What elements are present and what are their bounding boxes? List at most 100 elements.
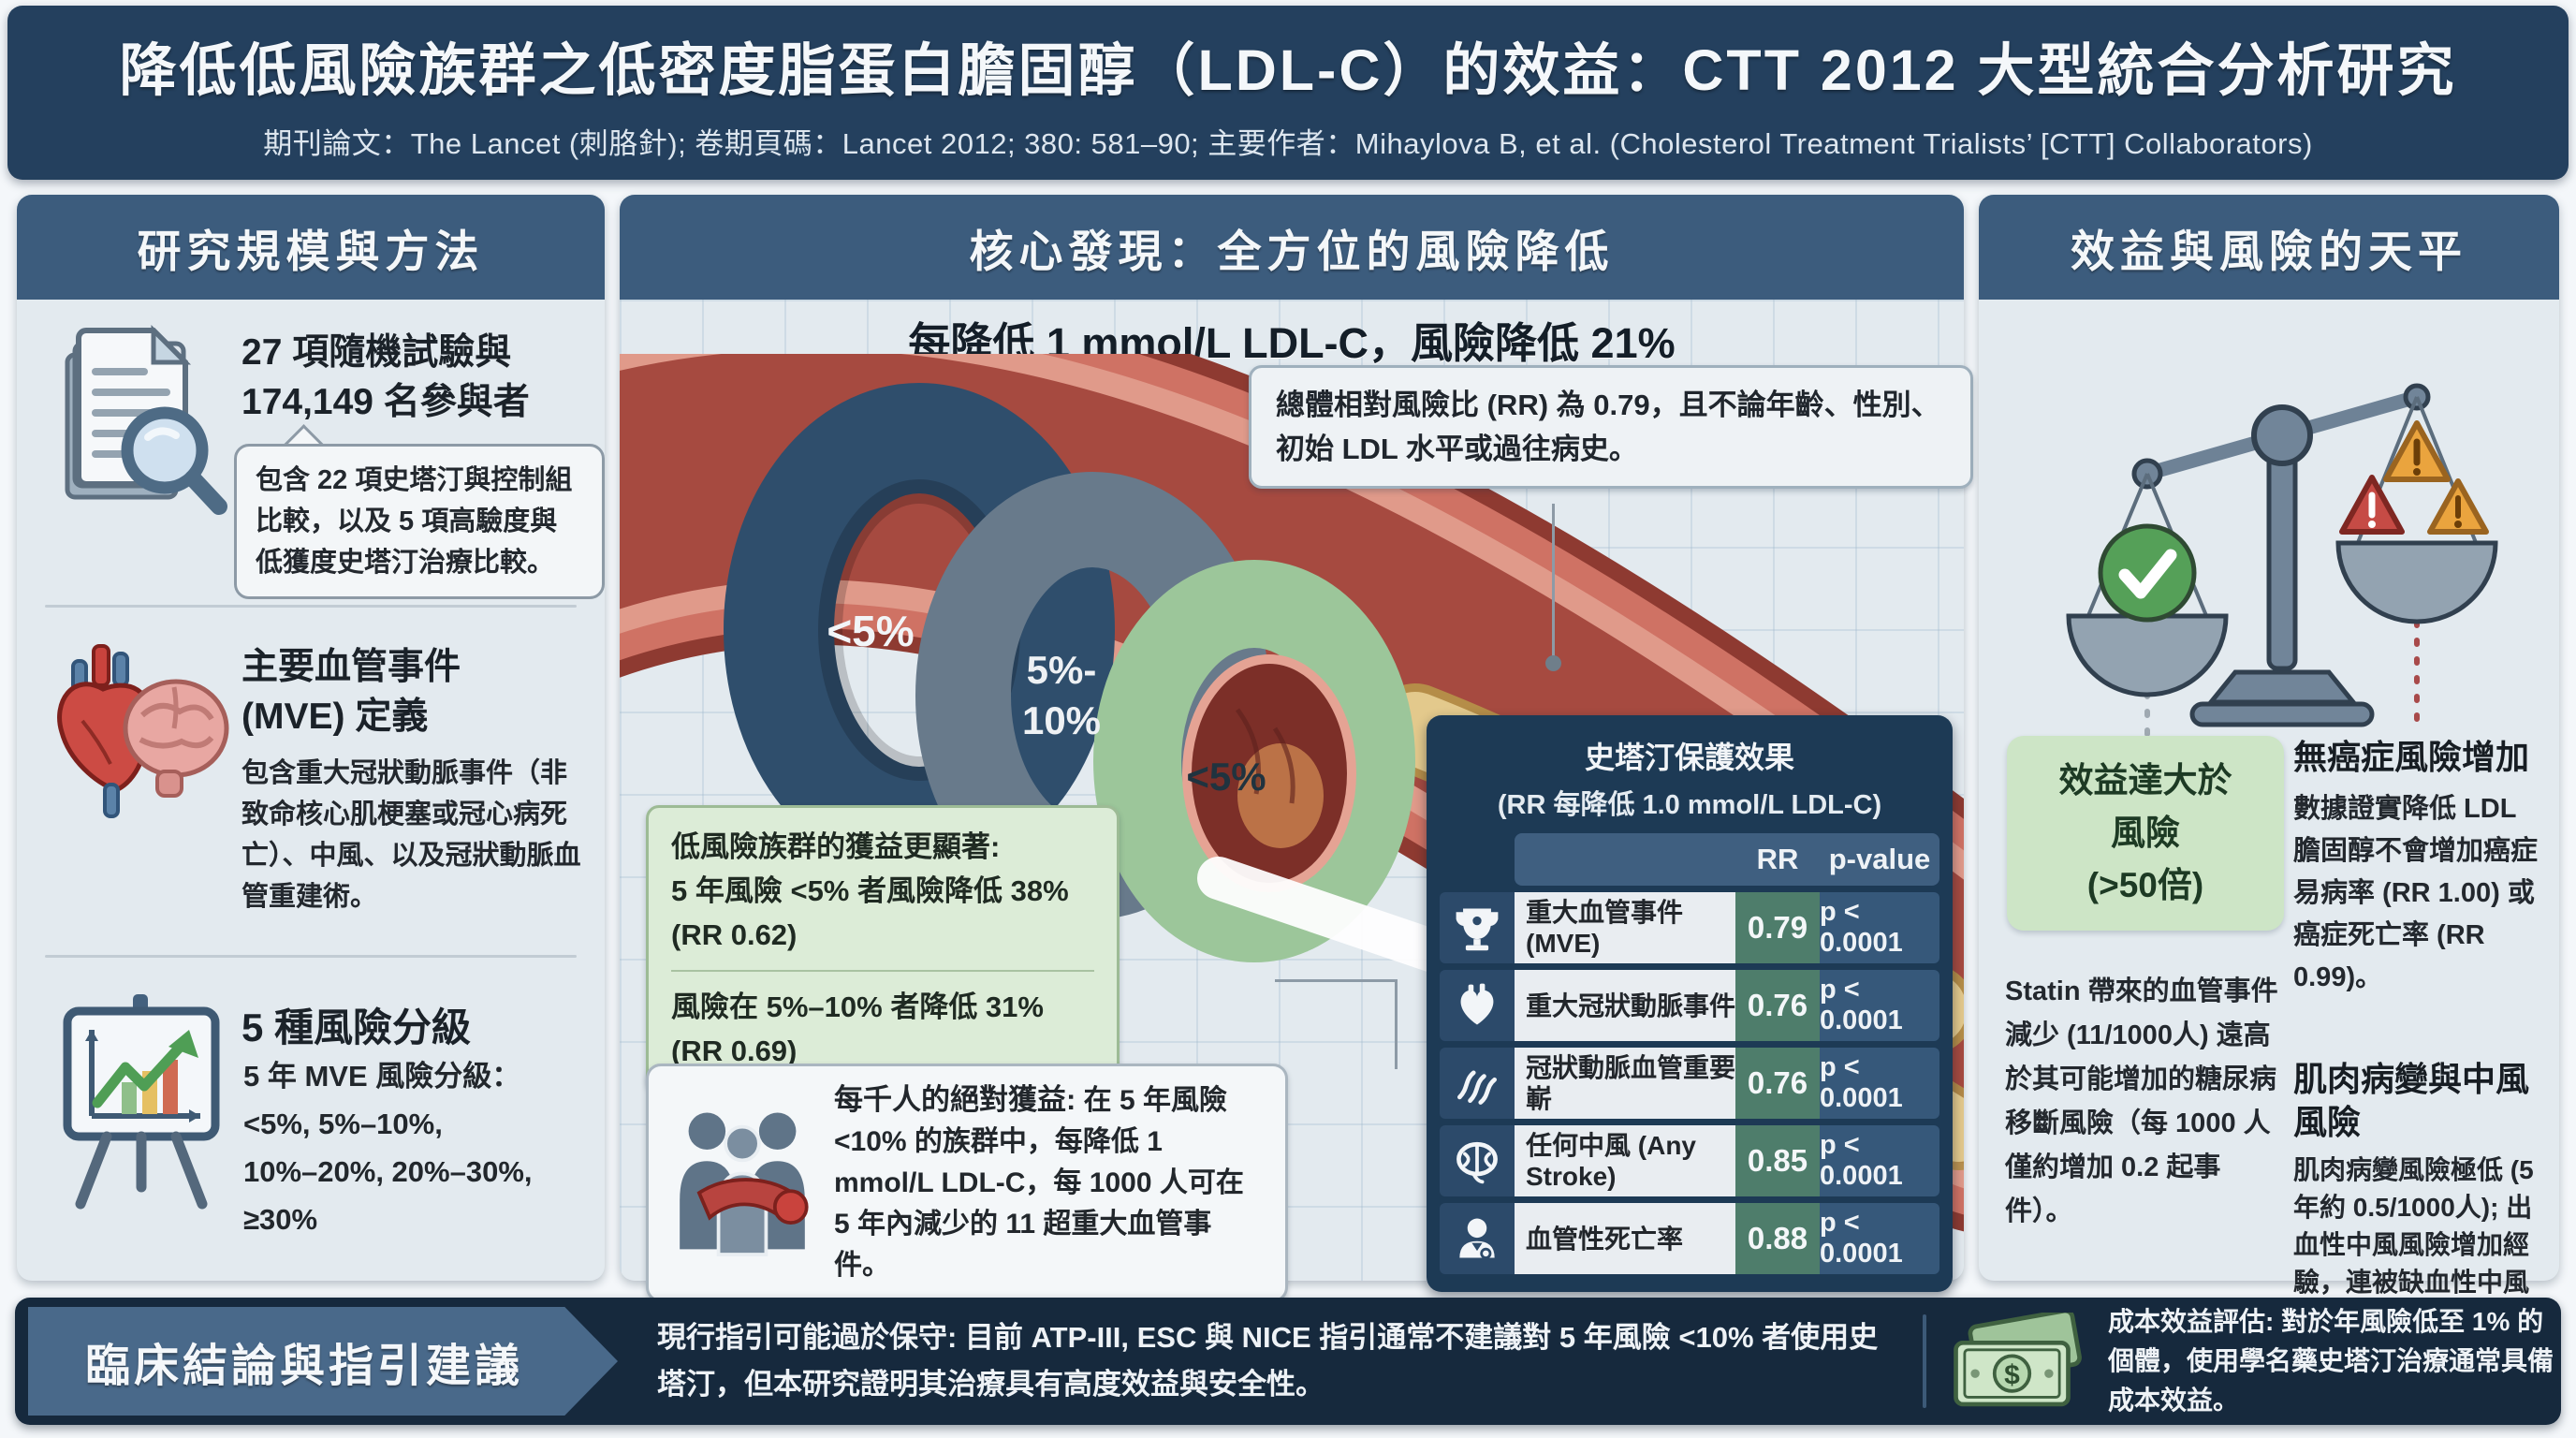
event-label: 任何中風 (Any Stroke) <box>1515 1125 1735 1196</box>
risk-grades-heading: 5 種風險分級 <box>242 996 471 1053</box>
findings-panel-title: 核心發現：全方位的風險降低 <box>969 226 1615 276</box>
methods-panel: 研究規模與方法 27 項隨機試驗與 174,149 名參與者 <box>17 195 605 1281</box>
no-cancer-heading: 無癌症風險增加 <box>2293 736 2546 779</box>
rr-value: 0.76 <box>1735 970 1820 1041</box>
ring-label-2b: 10% <box>1022 698 1101 742</box>
p-value: p < 0.0001 <box>1820 1048 1939 1119</box>
rr-value: 0.79 <box>1735 892 1820 963</box>
doctor-icon <box>1440 1203 1515 1274</box>
divider <box>45 605 577 608</box>
annotation-pointer-line <box>1552 504 1555 658</box>
mve-body-text: 包含重大冠狀動脈事件（非致命核心肌梗塞或冠心病死亡）、中風、以及冠狀動脈血管重建… <box>242 758 581 912</box>
benefit-line1: 低風險族群的獲益更顯著: <box>671 830 1001 863</box>
low-risk-benefit-box: 低風險族群的獲益更顯著: 5 年風險 <5% 者風險降低 38% (RR 0.6… <box>646 805 1120 1093</box>
chart-easel-icon <box>52 989 230 1213</box>
top-header: 降低低風險族群之低密度脂蛋白膽固醇（LDL-C）的效益：CTT 2012 大型統… <box>7 6 2569 180</box>
table-header-strip: RR p-value <box>1515 833 1939 886</box>
ring-label-1: <5% <box>827 607 914 655</box>
table-row: 任何中風 (Any Stroke) 0.85 p < 0.0001 <box>1440 1125 1939 1196</box>
guideline-conclusion-text: 現行指引可能過於保守: 目前 ATP-III, ESC 與 NICE 指引通常不… <box>657 1321 1879 1401</box>
event-label: 重大冠狀動脈事件 <box>1515 970 1735 1041</box>
check-icon <box>2098 523 2197 623</box>
benefit-line2: 5 年風險 <5% 者風險降低 38% (RR 0.62) <box>671 874 1069 951</box>
balance-panel: 效益與風險的天平 <box>1979 195 2559 1334</box>
statin-note-text: Statin 帶來的血管事件減少 (11/1000人) 遠高於其可能增加的糖尿病… <box>2005 976 2278 1226</box>
event-label: 冠狀動脈血管重要嶄 <box>1515 1048 1735 1119</box>
elbow-connector-v <box>1395 979 1398 1069</box>
benefit-box-line2: 風險 <box>2111 814 2180 852</box>
p-value: p < 0.0001 <box>1820 1203 1939 1274</box>
rr-value: 0.88 <box>1735 1203 1820 1274</box>
mve-heading-line1: 主要血管事件 <box>242 647 461 687</box>
people-icon <box>667 1096 817 1269</box>
mve-heading: 主要血管事件 (MVE) 定義 <box>242 642 597 741</box>
benefit-line3: 風險在 5%–10% 者降低 31% (RR 0.69) <box>671 990 1044 1067</box>
p-value: p < 0.0001 <box>1820 970 1939 1041</box>
methods-panel-header: 研究規模與方法 <box>17 195 605 300</box>
study-detail-text: 包含 22 項史塔汀與控制組比較，以及 5 項高驗度與低獲度史塔汀治療比較。 <box>256 465 573 578</box>
muscle-stroke-title: 肌肉病變與中風風險 <box>2293 1060 2530 1141</box>
risk-line: ≥30% <box>243 1203 318 1236</box>
absolute-benefit-body: 在 5 年風險 <10% 的族群中，每降低 1 mmol/L LDL-C，每 1… <box>834 1085 1244 1281</box>
absolute-benefit-text: 每千人的絕對獲益: 在 5 年風險 <10% 的族群中，每降低 1 mmol/L… <box>834 1079 1266 1286</box>
study-detail-bubble: 包含 22 項史塔汀與控制組比較，以及 5 項高驗度與低獲度史塔汀治療比較。 <box>234 444 605 599</box>
ring-label-3: <5% <box>1186 755 1266 799</box>
mve-body: 包含重大冠狀動脈事件（非致命核心肌梗塞或冠心病死亡）、中風、以及冠狀動脈血管重建… <box>242 753 590 917</box>
rr-annotation-text: 總體相對風險比 (RR) 為 0.79，且不論年齡、性別、初始 LDL 水平或過… <box>1276 389 1940 465</box>
statin-effect-table: 史塔汀保護效果 (RR 每降低 1.0 mmol/L LDL-C) RR p-v… <box>1427 715 1953 1292</box>
methods-panel-title: 研究規模與方法 <box>137 226 485 276</box>
event-label: 重大血管事件 (MVE) <box>1515 892 1735 963</box>
study-size-heading: 27 項隨機試驗與 174,149 名參與者 <box>242 328 597 427</box>
right-pan <box>2335 540 2498 624</box>
guideline-conclusion: 現行指引可能過於保守: 目前 ATP-III, ESC 與 NICE 指引通常不… <box>657 1298 1902 1425</box>
study-size-line1: 27 項隨機試驗與 <box>242 332 512 373</box>
risk-grades-title: 5 種風險分級 <box>242 1005 472 1049</box>
benefit-box-line1: 效益達大於 <box>2058 761 2232 800</box>
conclusion-label-chevron: 臨床結論與指引建議 <box>28 1307 618 1416</box>
vessels-icon <box>1440 1048 1515 1119</box>
conclusion-bar: 臨床結論與指引建議 現行指引可能過於保守: 目前 ATP-III, ESC 與 … <box>15 1298 2561 1425</box>
heart-icon <box>1440 970 1515 1041</box>
page-title: 降低低風險族群之低密度脂蛋白膽固醇（LDL-C）的效益：CTT 2012 大型統… <box>119 38 2457 102</box>
table-row: 重大血管事件 (MVE) 0.79 p < 0.0001 <box>1440 892 1939 963</box>
findings-panel-header: 核心發現：全方位的風險降低 <box>620 195 1964 300</box>
statin-note: Statin 帶來的血管事件減少 (11/1000人) 遠高於其可能增加的糖尿病… <box>2005 970 2278 1234</box>
no-cancer-body: 數據證實降低 LDL 膽固醇不會增加癌症易病率 (RR 1.00) 或癌症死亡率… <box>2293 788 2544 999</box>
risk-line: <5%, 5%–10%, <box>243 1108 443 1140</box>
muscle-stroke-heading: 肌肉病變與中風風險 <box>2293 1058 2546 1144</box>
documents-magnifier-icon <box>54 321 232 518</box>
column-header-rr: RR <box>1756 843 1799 875</box>
table-subtitle: (RR 每降低 1.0 mmol/L LDL-C) <box>1497 790 1882 820</box>
annotation-pointer-dot <box>1545 655 1561 671</box>
absolute-benefit-heading: 每千人的絕對獲益: <box>834 1083 1076 1116</box>
balance-panel-header: 效益與風險的天平 <box>1979 195 2559 300</box>
money-icon: $ <box>1949 1308 2089 1410</box>
rr-value: 0.85 <box>1735 1125 1820 1196</box>
table-row: 重大冠狀動脈事件 0.76 p < 0.0001 <box>1440 970 1939 1041</box>
p-value: p < 0.0001 <box>1820 1125 1939 1196</box>
warning-icon <box>2339 475 2405 535</box>
mve-heading-line2: (MVE) 定義 <box>242 697 429 737</box>
svg-text:$: $ <box>2004 1359 2020 1390</box>
conclusion-label: 臨床結論與指引建議 <box>84 1342 523 1391</box>
cost-effectiveness-note: 成本效益評估: 對於年風險低至 1% 的個體，使用學名藥史塔汀治療通常具備成本效… <box>2108 1298 2554 1425</box>
warning-icon <box>2427 478 2489 535</box>
risk-line: 10%–20%, 20%–30%, <box>243 1155 533 1188</box>
table-title: 史塔汀保護效果 <box>1584 741 1794 774</box>
cost-effectiveness-text: 成本效益評估: 對於年風險低至 1% 的個體，使用學名藥史塔汀治療通常具備成本效… <box>2108 1307 2554 1415</box>
trophy-icon <box>1440 892 1515 963</box>
ring-label-2a: 5%- <box>1027 648 1097 692</box>
no-cancer-title: 無癌症風險增加 <box>2293 738 2530 776</box>
p-value: p < 0.0001 <box>1820 892 1939 963</box>
balance-scale-diagram <box>2035 307 2503 738</box>
study-size-line2: 174,149 名參與者 <box>242 382 530 422</box>
rr-value: 0.76 <box>1735 1048 1820 1119</box>
findings-panel: 核心發現：全方位的風險降低 每降低 1 mmol/L LDL-C，風險降低 21… <box>364 195 2186 1302</box>
warning-icon <box>2383 420 2451 482</box>
benefit-box-line3: (>50倍) <box>2086 866 2204 904</box>
divider <box>45 955 577 958</box>
risk-line: 5 年 MVE 風險分級： <box>243 1060 521 1093</box>
left-pan <box>2066 613 2229 697</box>
table-row: 冠狀動脈血管重要嶄 0.76 p < 0.0001 <box>1440 1048 1939 1119</box>
